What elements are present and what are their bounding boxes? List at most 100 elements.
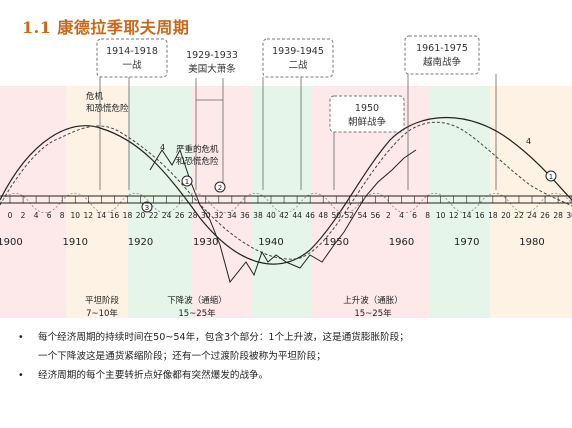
axis-tick-label: 14 [462, 211, 472, 220]
axis-tick-label: 20 [136, 211, 146, 220]
event-years: 1939-1945 [272, 46, 324, 57]
axis-tick-label: 6 [412, 211, 417, 220]
crisis-label-1: 危机 和恐慌危险 [86, 91, 129, 114]
curve-label-4a: 4 [160, 143, 165, 152]
axis-tick-label: 26 [540, 211, 550, 220]
curve-label-4b: 4 [526, 137, 531, 146]
svg-text:平坦阶段: 平坦阶段 [85, 295, 120, 306]
axis-tick-label: 30 [566, 211, 572, 220]
event-label: 越南战争 [423, 56, 462, 68]
axis-tick-label: 20 [501, 211, 511, 220]
axis-tick-label: 24 [527, 211, 537, 220]
decade-label: 1910 [63, 237, 88, 248]
axis-tick-label: 30 [201, 211, 211, 220]
event-callout-ww1: 1914-1918 一战 [96, 38, 168, 78]
axis-tick-label: 48 [318, 211, 328, 220]
note-2: • 经济周期的每个主要转折点好像都有突然爆发的战争。 [18, 370, 269, 381]
decade-label: 1930 [193, 237, 218, 248]
svg-text:7~10年: 7~10年 [86, 308, 118, 319]
decade-label: 1940 [258, 237, 283, 248]
marker-1b: 1 [545, 170, 557, 182]
axis-tick-label: 0 [8, 211, 13, 220]
svg-text:上升波（通胀）: 上升波（通胀） [343, 295, 403, 306]
svg-text:和恐慌危险: 和恐慌危险 [176, 156, 219, 167]
crisis-label-2: 严重的危机 和恐慌危险 [176, 144, 219, 167]
svg-text:3: 3 [145, 204, 149, 212]
svg-text:15~25年: 15~25年 [178, 308, 216, 319]
decade-label: 1950 [324, 237, 349, 248]
axis-tick-label: 32 [214, 211, 224, 220]
axis-tick-label: 12 [449, 211, 459, 220]
axis-tick-label: 28 [553, 211, 563, 220]
event-label: 朝鲜战争 [348, 116, 387, 128]
axis-tick-label: 22 [514, 211, 524, 220]
axis-tick-label: 10 [70, 211, 80, 220]
axis-tick-label: 4 [34, 211, 39, 220]
axis-tick-label: 52 [345, 211, 355, 220]
svg-text:和恐慌危险: 和恐慌危险 [86, 103, 129, 114]
axis-tick-label: 28 [188, 211, 198, 220]
axis-tick-label: 18 [123, 211, 133, 220]
axis-tick-label: 18 [488, 211, 498, 220]
event-callout-ww2: 1939-1945 二战 [262, 38, 334, 78]
axis-tick-label: 42 [279, 211, 289, 220]
kondratiev-chart: 1914-1918 一战 1929-1933 美国大萧条 1939-1945 二… [0, 35, 572, 319]
event-label: 美国大萧条 [188, 63, 236, 75]
axis-tick-label: 38 [253, 211, 263, 220]
axis-tick-label: 16 [110, 211, 120, 220]
decade-label: 1920 [128, 237, 153, 248]
decade-label: 1970 [454, 237, 479, 248]
svg-text:危机: 危机 [86, 91, 104, 102]
event-years: 1929-1933 [186, 50, 238, 61]
notes: • 每个经济周期的持续时间在50~54年，包含3个部分：1个上升波，这是通货膨胀… [18, 328, 558, 385]
axis-tick-label: 16 [475, 211, 485, 220]
event-years: 1914-1918 [106, 46, 158, 57]
axis-tick-label: 56 [371, 211, 381, 220]
axis-tick-label: 10 [436, 211, 446, 220]
axis-tick-label: 8 [425, 211, 430, 220]
decade-label: 1900 [0, 237, 23, 248]
axis-tick-label: 2 [386, 211, 391, 220]
axis-tick-label: 14 [97, 211, 107, 220]
axis-tick-label: 34 [227, 211, 237, 220]
axis-tick-label: 8 [60, 211, 65, 220]
axis-tick-label: 4 [399, 211, 404, 220]
axis-tick-label: 26 [175, 211, 185, 220]
background-bands [0, 86, 572, 318]
axis-tick-label: 44 [292, 211, 302, 220]
svg-text:1: 1 [549, 173, 553, 181]
axis-tick-label: 54 [358, 211, 368, 220]
event-connectors [99, 74, 497, 190]
svg-text:严重的危机: 严重的危机 [176, 144, 219, 155]
decade-label: 1960 [389, 237, 414, 248]
axis-tick-label: 40 [266, 211, 276, 220]
long-wave-curve [0, 116, 572, 265]
axis-tick-label: 2 [21, 211, 26, 220]
event-callout-depression: 1929-1933 美国大萧条 [186, 50, 238, 75]
decade-label: 1980 [519, 237, 544, 248]
medium-wave-curve [0, 121, 572, 260]
axis-tick-label: 6 [47, 211, 52, 220]
event-callout-vietnam: 1961-1975 越南战争 [404, 35, 480, 75]
phase-flat: 平坦阶段 7~10年 [85, 295, 120, 319]
event-label: 二战 [288, 60, 308, 71]
phase-down: 下降波（通缩） 15~25年 [167, 295, 227, 319]
marker-1a: 1 [181, 175, 193, 187]
axis-tick-label: 36 [240, 211, 250, 220]
event-label: 一战 [122, 60, 142, 71]
axis-tick-label: 46 [305, 211, 315, 220]
axis-tick-label: 12 [84, 211, 94, 220]
axis-tick-label: 22 [149, 211, 159, 220]
marker-3: 3 [141, 201, 153, 213]
axis-tick-labels: 0 2 4 6 8 10 12 14 16 18 20 22 24 26 28 30 32 34 36 38 40 42 4… [8, 211, 572, 220]
decade-labels: 1900 1910 1920 1930 1940 1950 1960 1970 1980 [0, 237, 545, 248]
svg-text:2: 2 [218, 184, 222, 192]
svg-text:15~25年: 15~25年 [354, 308, 392, 319]
event-years: 1950 [355, 103, 379, 114]
svg-text:1: 1 [185, 178, 189, 186]
note-1: • 每个经济周期的持续时间在50~54年，包含3个部分：1个上升波，这是通货膨胀… [18, 332, 409, 362]
event-years: 1961-1975 [416, 43, 468, 54]
phase-up: 上升波（通胀） 15~25年 [343, 295, 403, 319]
svg-text:下降波（通缩）: 下降波（通缩） [167, 295, 227, 306]
axis-tick-label: 50 [331, 211, 341, 220]
